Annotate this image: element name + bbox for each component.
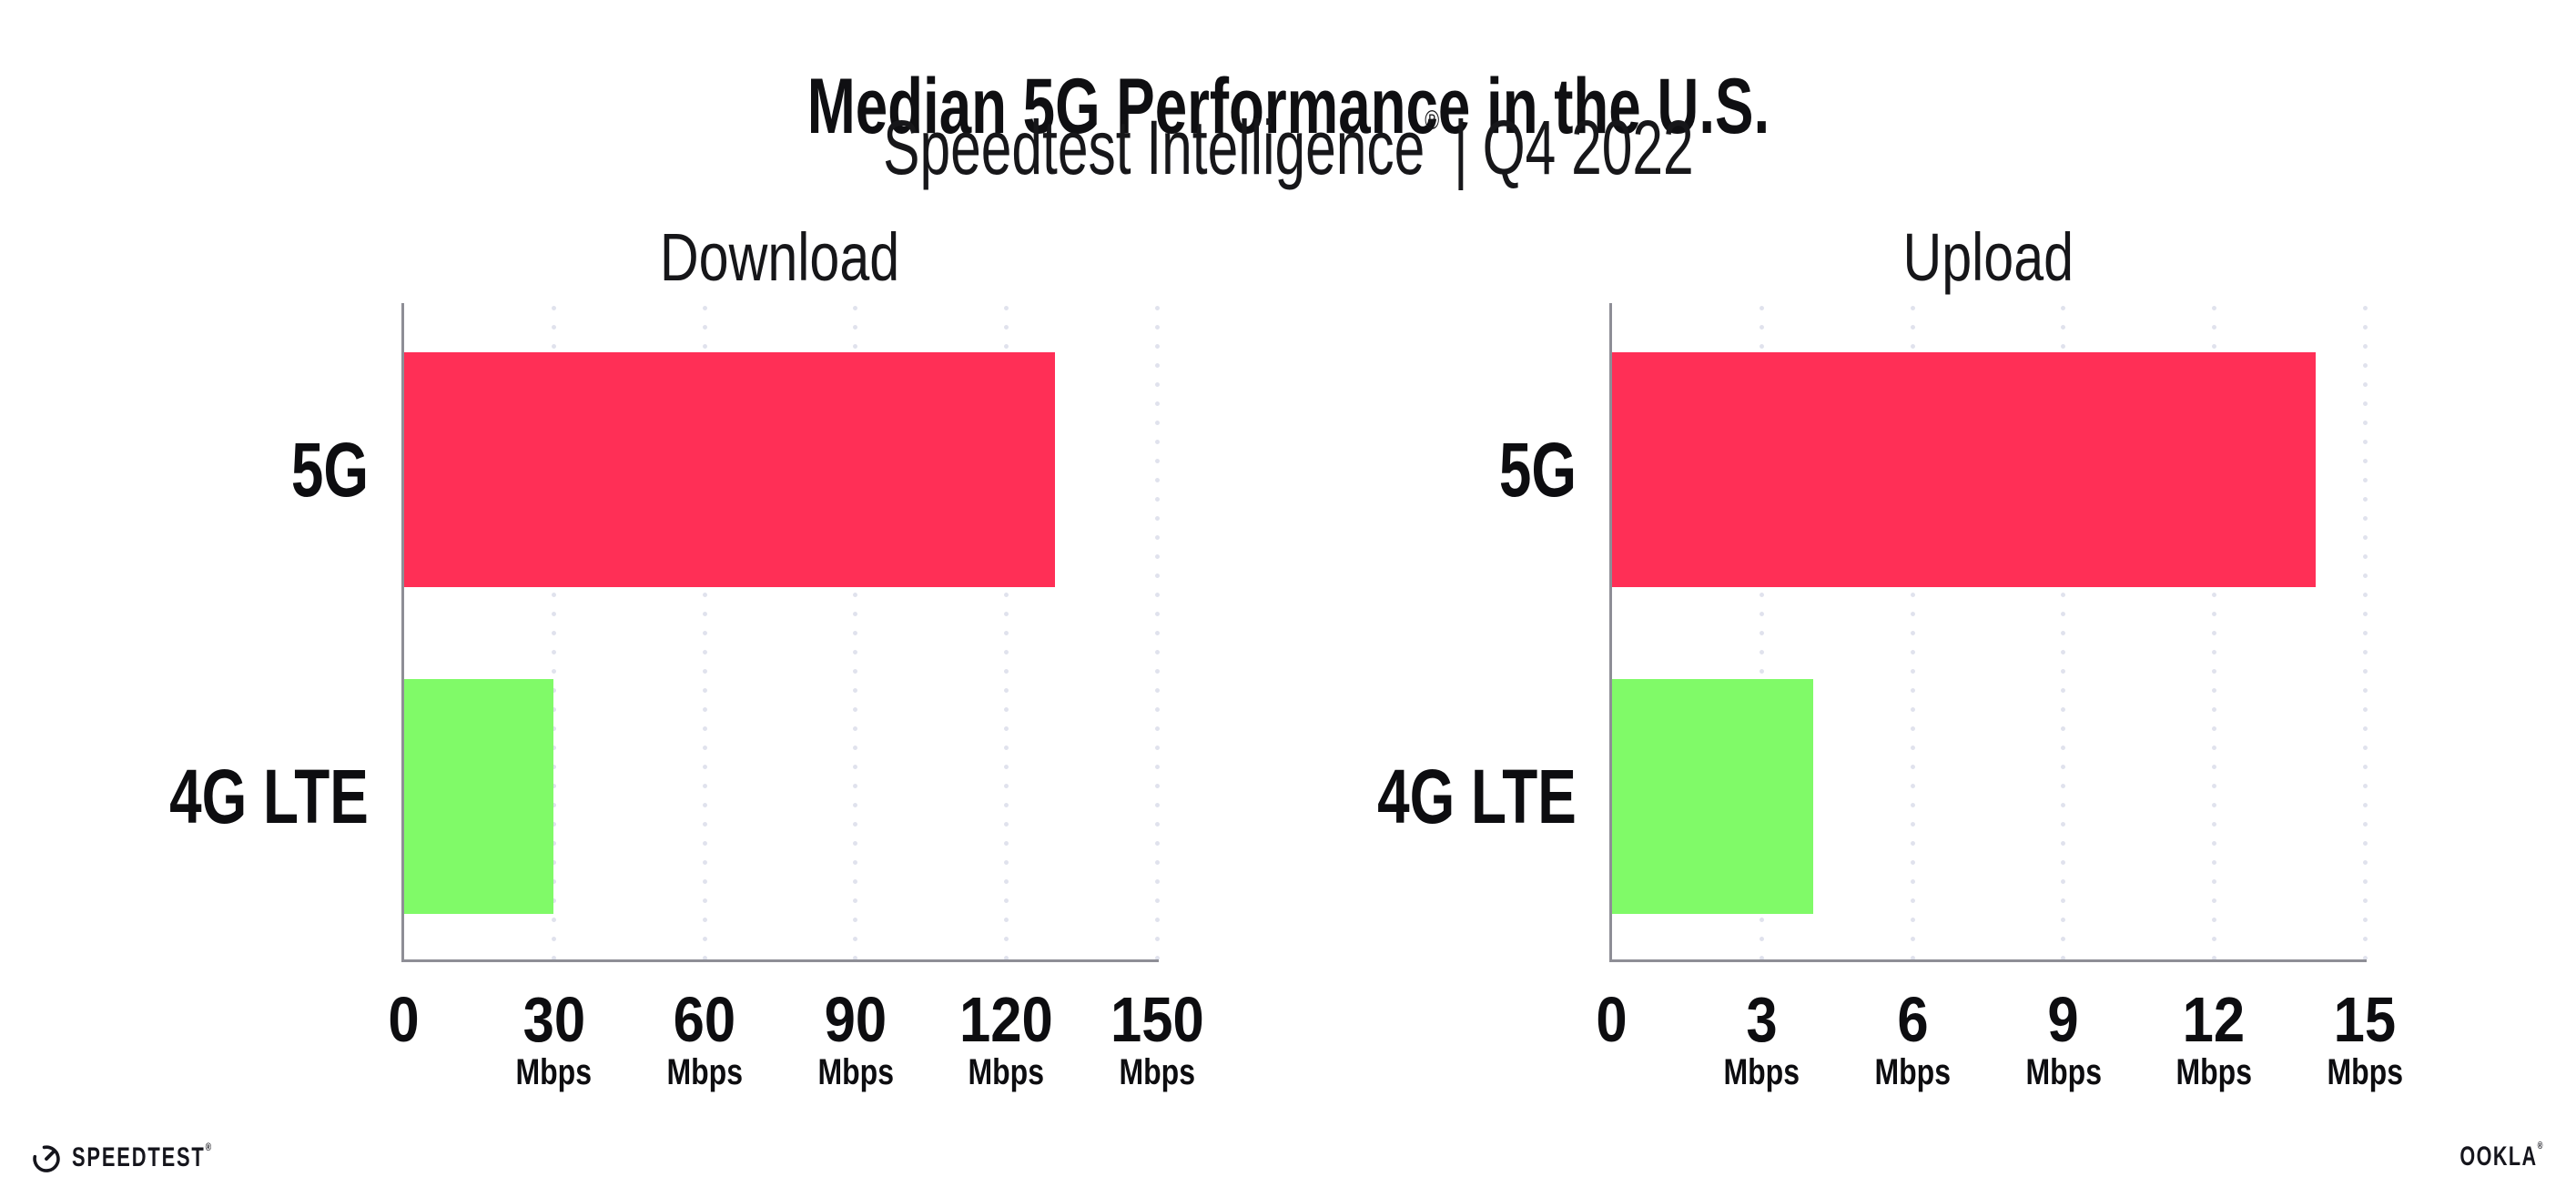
page-title: Median 5G Performance in the U.S. (0, 67, 2576, 146)
x-axis-line (401, 959, 1159, 962)
category-label-5g: 5G (1498, 427, 1577, 512)
bar-4g-lte (404, 679, 554, 914)
category-label-4g-lte: 4G LTE (1377, 754, 1577, 839)
gridline-6 (1910, 306, 1915, 959)
x-tick-label-0: 0 (387, 984, 420, 1055)
gridline-90 (853, 306, 858, 959)
speedtest-logo: SPEEDTEST® (30, 1140, 263, 1176)
gridline-150 (1154, 306, 1160, 959)
subtitle-period: Q4 2022 (1482, 105, 1694, 190)
download-chart-plot: 5G 4G LTE 0 30 Mbps 60 Mbps 90 Mbps 120 Mbps 150 Mbp… (169, 303, 1203, 1090)
ookla-logo: OOKLA® (2428, 1141, 2542, 1172)
y-axis-line (401, 303, 404, 961)
ookla-wordmark: OOKLA (2459, 1141, 2538, 1172)
gridline-60 (702, 306, 707, 959)
x-tick-label-30: 30 (522, 984, 585, 1055)
x-tick-label-12: 12 (2183, 984, 2246, 1055)
gridline-15 (2362, 306, 2368, 959)
ookla-registered-mark-icon: ® (2537, 1141, 2542, 1151)
x-tick-label-150: 150 (1110, 984, 1204, 1055)
x-tick-label-6: 6 (1897, 984, 1929, 1055)
x-tick-label-90: 90 (824, 984, 887, 1055)
category-label-5g: 5G (290, 427, 369, 512)
x-tick-unit-30: Mbps (515, 1052, 593, 1092)
speedtest-registered-mark-icon: ® (205, 1141, 212, 1153)
page-subtitle: Speedtest Intelligence® | Q4 2022 (0, 106, 2576, 189)
x-tick-unit-60: Mbps (666, 1052, 743, 1092)
category-label-4g-lte: 4G LTE (169, 754, 369, 839)
x-tick-label-3: 3 (1746, 984, 1778, 1055)
y-axis-line (1609, 303, 1612, 961)
gridline-9 (2061, 306, 2066, 959)
x-tick-unit-90: Mbps (817, 1052, 894, 1092)
subtitle-separator: | (1453, 105, 1468, 190)
speedtest-gauge-icon (33, 1145, 60, 1172)
bar-4g-lte (1612, 679, 1813, 914)
x-tick-unit-6: Mbps (1874, 1052, 1951, 1092)
registered-mark-icon: ® (1424, 106, 1439, 136)
x-tick-unit-9: Mbps (2025, 1052, 2102, 1092)
x-tick-unit-120: Mbps (968, 1052, 1045, 1092)
upload-panel-title: Upload (1902, 219, 2074, 295)
x-tick-unit-3: Mbps (1723, 1052, 1800, 1092)
x-tick-label-15: 15 (2333, 984, 2397, 1055)
bar-5g (1612, 352, 2316, 587)
download-panel-title: Download (660, 219, 900, 295)
gridline-3 (1760, 306, 1765, 959)
x-tick-label-0: 0 (1595, 984, 1628, 1055)
subtitle-brand: Speedtest Intelligence (882, 105, 1425, 190)
speedtest-wordmark: SPEEDTEST (72, 1142, 206, 1172)
x-tick-unit-15: Mbps (2327, 1052, 2403, 1092)
x-tick-label-120: 120 (958, 984, 1053, 1055)
gridline-30 (552, 306, 557, 959)
x-tick-unit-12: Mbps (2175, 1052, 2253, 1092)
bar-5g (404, 352, 1055, 587)
x-tick-label-60: 60 (673, 984, 736, 1055)
x-tick-unit-150: Mbps (1119, 1052, 1195, 1092)
gridline-120 (1003, 306, 1009, 959)
gridline-12 (2211, 306, 2216, 959)
x-tick-label-9: 9 (2047, 984, 2079, 1055)
page-title-text: Median 5G Performance in the U.S. (806, 62, 1770, 150)
x-axis-line (1609, 959, 2367, 962)
upload-chart-plot: 5G 4G LTE 0 3 Mbps 6 Mbps 9 Mbps 12 Mbps 15 Mbps (1377, 303, 2403, 1090)
